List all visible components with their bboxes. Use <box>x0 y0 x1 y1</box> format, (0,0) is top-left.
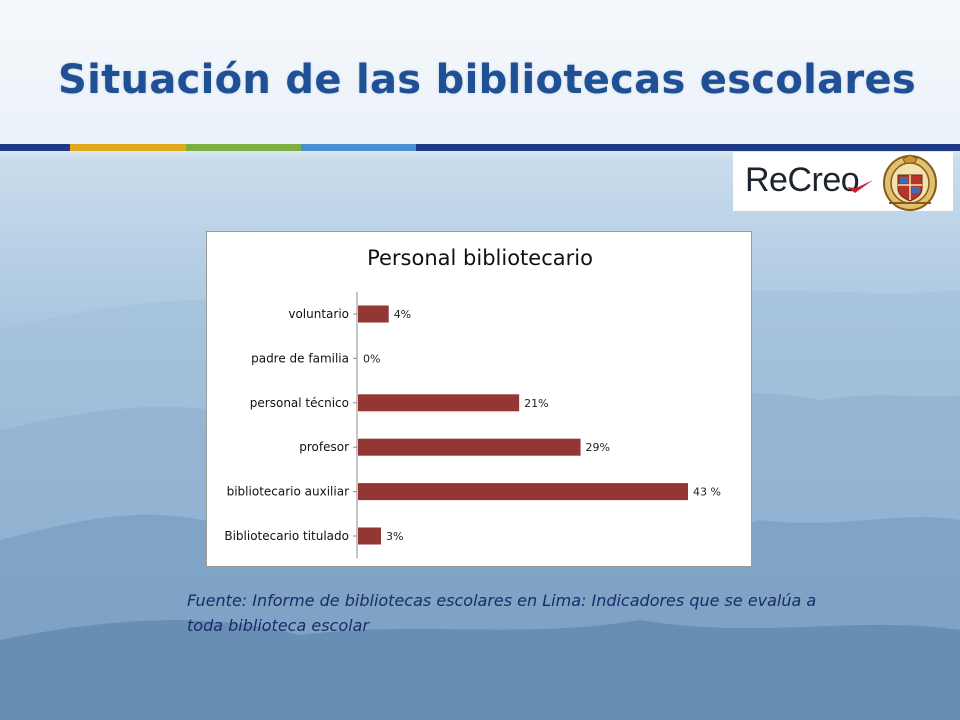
chart-title: Personal bibliotecario <box>367 246 593 270</box>
checkmark-icon <box>847 180 873 193</box>
university-seal-icon <box>883 154 937 211</box>
bar-chart: voluntario 4% padre de familia 0% personal t… <box>224 291 721 559</box>
data-label: 21% <box>524 397 548 410</box>
source-note: Fuente: Informe de bibliotecas escolares… <box>187 591 817 635</box>
chart-panel: voluntario 4% padre de familia 0% personal t… <box>206 231 752 567</box>
bar <box>358 527 382 545</box>
header-rule-segment-gold <box>70 144 186 151</box>
slide-title: Situación de las bibliotecas escolares <box>57 56 917 104</box>
recreo-logo: ReCreo <box>733 152 953 211</box>
data-label: 0% <box>363 352 380 365</box>
category-label: Bibliotecario titulado <box>224 529 349 543</box>
header-rule <box>0 144 960 151</box>
header-band <box>0 0 960 146</box>
header-rule-segment-green <box>186 144 301 151</box>
data-label: 3% <box>386 530 403 543</box>
bar <box>358 483 688 501</box>
category-label: personal técnico <box>250 396 349 410</box>
recreo-logo-text: ReCreo <box>745 161 860 199</box>
bar <box>358 305 389 323</box>
category-label: profesor <box>299 440 349 454</box>
bar <box>358 394 520 412</box>
bar <box>358 438 581 456</box>
header-rule-segment-blue <box>301 144 416 151</box>
data-label: 29% <box>586 441 610 454</box>
category-label: voluntario <box>288 307 349 321</box>
category-label: bibliotecario auxiliar <box>227 485 349 499</box>
category-label: padre de familia <box>251 351 349 365</box>
data-label: 43 % <box>693 486 721 499</box>
data-label: 4% <box>394 308 411 321</box>
